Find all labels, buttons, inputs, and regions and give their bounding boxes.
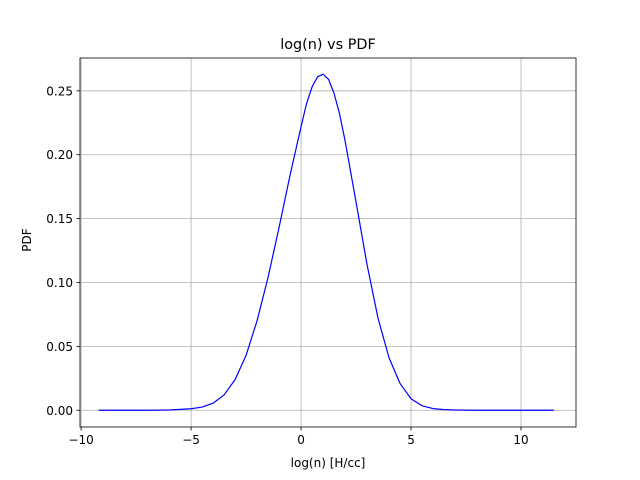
y-axis-ticks: 0.00 0.05 0.10 0.15 0.20 0.25 <box>46 84 80 418</box>
y-tick-label: 0.10 <box>46 276 73 290</box>
y-axis-label: PDF <box>20 228 34 251</box>
y-tick-label: 0.20 <box>46 148 73 162</box>
y-tick-label: 0.05 <box>46 340 73 354</box>
pdf-series-line <box>98 73 554 411</box>
y-tick-label: 0.00 <box>46 404 73 418</box>
y-tick-label: 0.15 <box>46 212 73 226</box>
x-tick-label: −5 <box>182 433 200 447</box>
x-axis-label: log(n) [H/cc] <box>291 456 366 470</box>
x-axis-ticks: −10 −5 0 5 10 <box>68 427 529 447</box>
x-tick-label: 0 <box>297 433 305 447</box>
plot-series <box>98 73 554 411</box>
x-tick-label: −10 <box>68 433 93 447</box>
x-tick-label: 10 <box>513 433 528 447</box>
axes-frame <box>79 57 577 428</box>
x-tick-label: 5 <box>407 433 415 447</box>
chart-title: log(n) vs PDF <box>280 37 376 53</box>
y-tick-label: 0.25 <box>46 84 73 98</box>
